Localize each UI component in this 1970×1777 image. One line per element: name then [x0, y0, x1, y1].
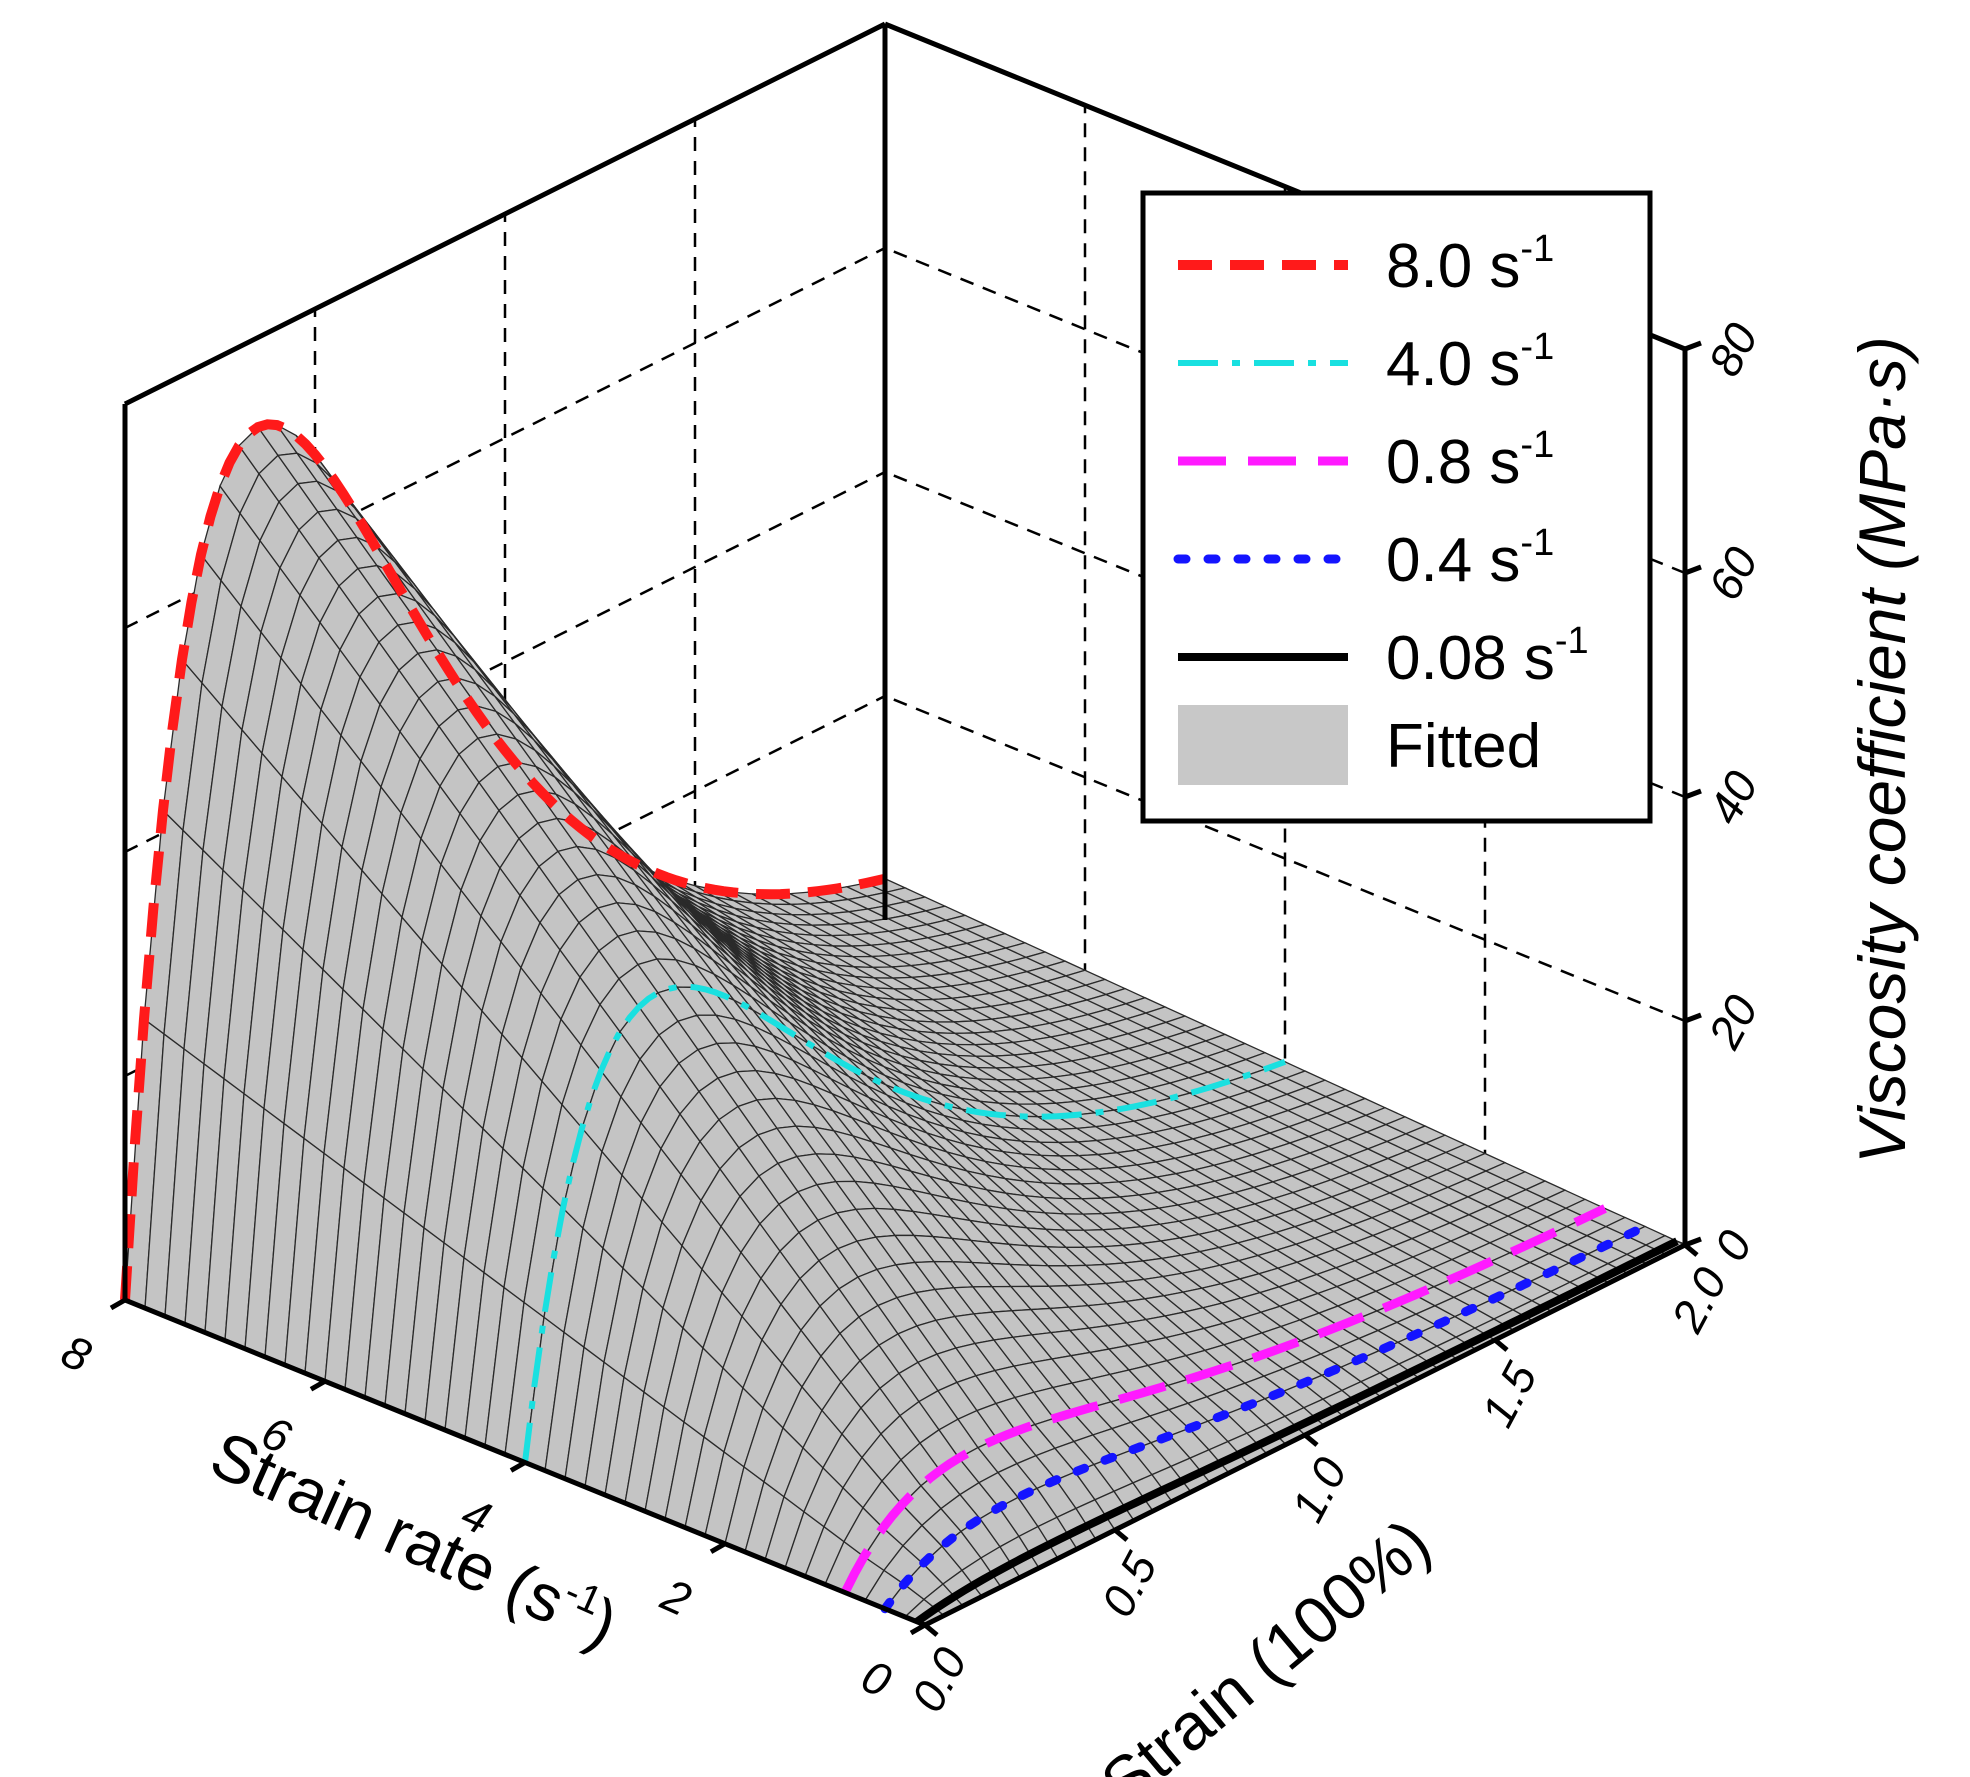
box-edge: [1493, 1338, 1509, 1352]
box-edge: [1684, 1012, 1702, 1024]
fitted-surface: [124, 424, 1687, 1626]
grid-line-back: [124, 246, 886, 630]
box-edge: [123, 21, 887, 407]
y-tick-label: 8: [54, 1324, 99, 1382]
z-tick-label: 0: [1704, 1222, 1762, 1269]
box-edge: [1303, 1433, 1319, 1447]
x-axis-title: Strain (100%): [1087, 1504, 1444, 1777]
z-tick-label: 80: [1698, 314, 1768, 384]
box-edge: [1684, 1236, 1702, 1248]
z-tick-label: 40: [1698, 762, 1768, 832]
x-tick-label: 0.0: [901, 1639, 977, 1720]
box-edges: [109, 21, 1702, 1637]
grid-line-back: [124, 470, 886, 854]
y-tick-label: 2: [653, 1568, 698, 1626]
legend-label: 0.08 s-1: [1386, 620, 1589, 693]
series-curve-0-08: [914, 1237, 1679, 1626]
legend-label: 0.8 s-1: [1386, 424, 1554, 497]
box-edge: [1684, 340, 1702, 352]
legend-label-fitted: Fitted: [1386, 712, 1541, 781]
box-edge: [309, 1379, 327, 1392]
series-curve-4: [522, 983, 1287, 1463]
box-edge: [923, 1623, 939, 1637]
series-curves: [120, 419, 1679, 1626]
grid-line-back: [124, 694, 886, 1078]
box-edge: [509, 1460, 527, 1473]
series-curve-0-8: [840, 1204, 1607, 1595]
x-tick-label: 1.0: [1281, 1449, 1357, 1530]
legend-swatch-fitted: [1178, 705, 1348, 785]
box-edge: [1684, 564, 1702, 576]
box-edge: [909, 1622, 927, 1636]
legend-label: 0.4 s-1: [1386, 522, 1554, 595]
z-tick-label: 20: [1697, 986, 1768, 1057]
series-curve-8: [120, 419, 887, 1301]
legend: 8.0 s-1 4.0 s-1 0.8 s-1 0.4 s-1 0.08 s-1 Fitt…: [1140, 190, 1653, 824]
x-tick-label: 2.0: [1660, 1259, 1737, 1341]
y-tick-label: 0: [854, 1649, 899, 1707]
series-curve-0-4: [880, 1221, 1650, 1614]
box-edge: [709, 1541, 727, 1554]
x-tick-label: 0.5: [1091, 1544, 1167, 1625]
box-edge: [1684, 788, 1702, 800]
box-edge: [109, 1297, 127, 1311]
z-axis-title: Viscosity coefficient (MPa·s): [1845, 336, 1919, 1164]
x-tick-label: 1.5: [1471, 1354, 1547, 1435]
legend-label: 8.0 s-1: [1386, 228, 1554, 301]
legend-label: 4.0 s-1: [1386, 326, 1554, 399]
box-edge: [1113, 1528, 1129, 1542]
z-tick-label: 60: [1698, 538, 1768, 608]
